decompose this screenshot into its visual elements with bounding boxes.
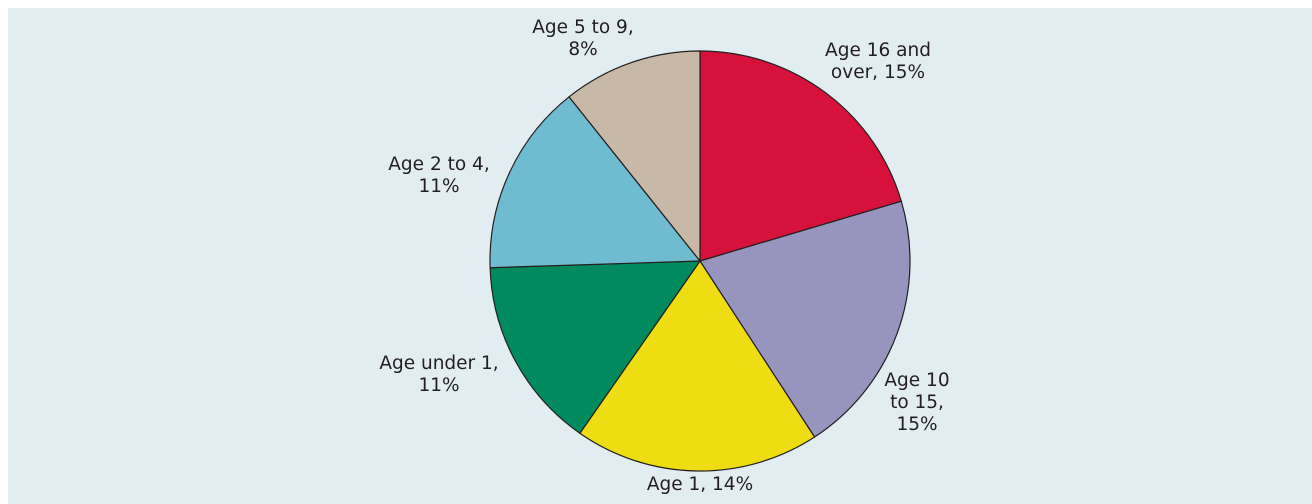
pie-slice-4 (489, 95, 702, 269)
slice-label-line: Age under 1, (379, 353, 498, 374)
slice-label-line: Age 5 to 9, (532, 17, 633, 38)
slice-label-2: Age 1, 14% (647, 474, 753, 495)
pie-labels: Age 16 and over, 15% Age 10 to 15, 15% Age 1,… (379, 17, 949, 495)
slice-label-line: Age 16 and (825, 40, 931, 61)
slice-label-line: Age 10 (884, 370, 949, 391)
pie-slice-0 (699, 50, 903, 262)
slice-label-1: Age 10 to 15, 15% (884, 370, 949, 435)
pie-slices (489, 50, 911, 472)
pie-slice-3 (489, 260, 702, 435)
slice-label-line: over, 15% (831, 62, 925, 83)
slice-label-line: Age 1, 14% (647, 474, 753, 495)
slice-label-4: Age 2 to 4, 11% (388, 154, 489, 197)
slice-label-line: 11% (418, 375, 459, 396)
slice-label-line: Age 2 to 4, (388, 154, 489, 175)
pie-slice-2 (579, 259, 816, 472)
slice-label-line: 11% (418, 176, 459, 197)
slice-label-5: Age 5 to 9, 8% (532, 17, 633, 60)
slice-label-line: 15% (896, 414, 937, 435)
slice-label-line: 8% (568, 39, 597, 60)
slice-label-line: to 15, (890, 392, 944, 413)
slice-label-3: Age under 1, 11% (379, 353, 498, 396)
pie-slice-5 (568, 50, 701, 263)
pie-slice-1 (699, 200, 911, 438)
slice-label-0: Age 16 and over, 15% (825, 40, 931, 83)
